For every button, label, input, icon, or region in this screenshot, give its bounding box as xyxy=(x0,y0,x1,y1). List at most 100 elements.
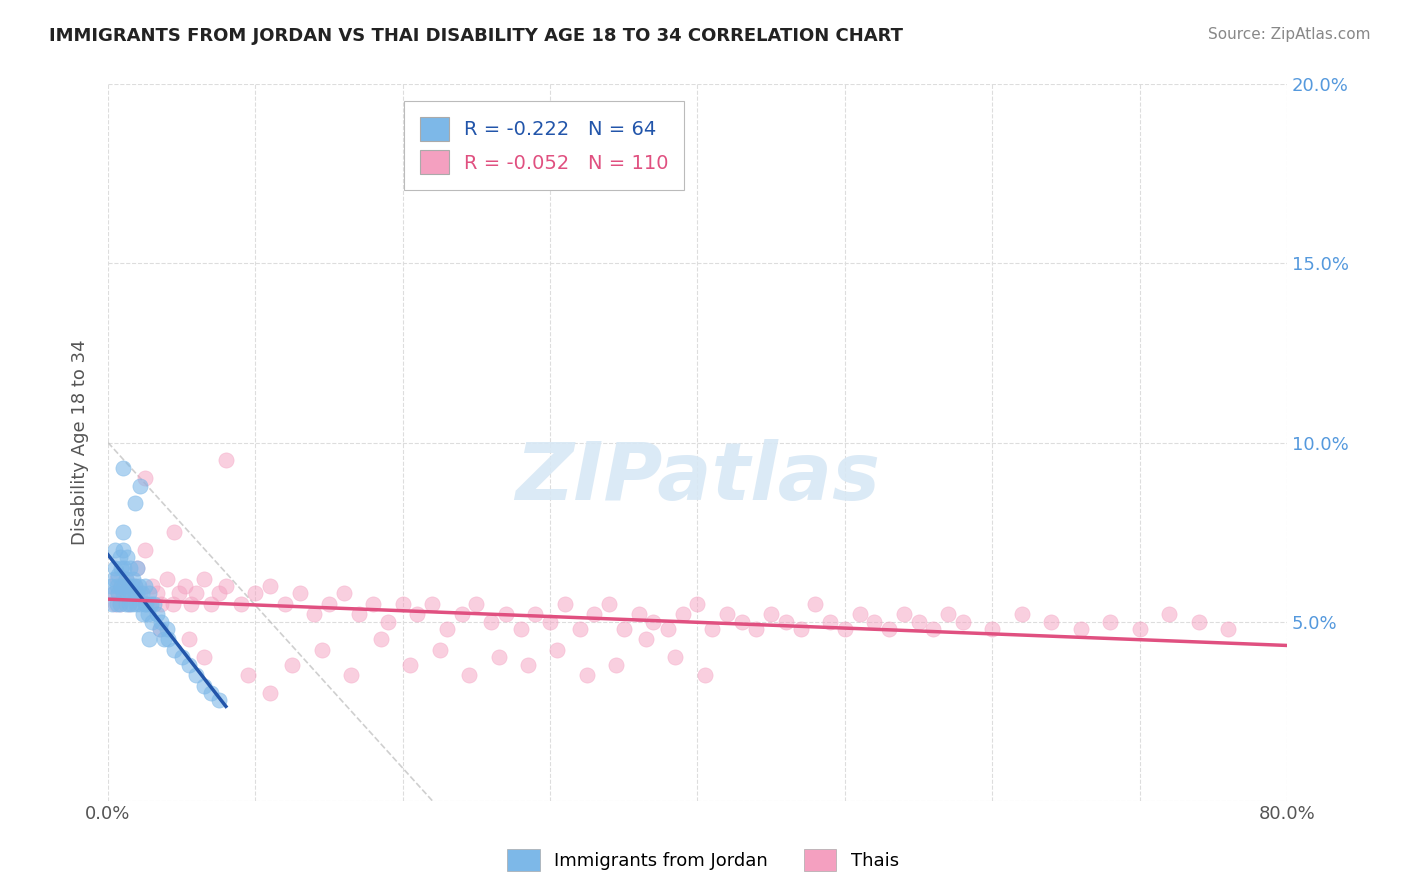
Point xyxy=(122,572,145,586)
Point xyxy=(111,586,134,600)
Point xyxy=(112,579,135,593)
Point xyxy=(546,643,568,657)
Point xyxy=(686,597,709,611)
Point xyxy=(627,607,650,622)
Text: ZIPatlas: ZIPatlas xyxy=(515,440,880,517)
Point xyxy=(1216,622,1239,636)
Point xyxy=(124,586,146,600)
Point xyxy=(347,607,370,622)
Point xyxy=(107,568,129,582)
Point xyxy=(121,586,143,600)
Point xyxy=(134,597,156,611)
Point xyxy=(186,668,208,682)
Point xyxy=(517,657,540,672)
Point xyxy=(259,579,281,593)
Point xyxy=(922,622,945,636)
Point xyxy=(163,524,186,539)
Point xyxy=(450,607,472,622)
Point xyxy=(1157,607,1180,622)
Point xyxy=(120,561,142,575)
Point xyxy=(180,597,202,611)
Point xyxy=(605,657,627,672)
Point xyxy=(613,622,636,636)
Point xyxy=(538,615,561,629)
Point xyxy=(177,657,200,672)
Y-axis label: Disability Age 18 to 34: Disability Age 18 to 34 xyxy=(72,340,89,545)
Text: Source: ZipAtlas.com: Source: ZipAtlas.com xyxy=(1208,27,1371,42)
Point xyxy=(274,597,297,611)
Point xyxy=(377,615,399,629)
Point xyxy=(138,586,160,600)
Point xyxy=(136,607,159,622)
Point xyxy=(952,615,974,629)
Point xyxy=(170,650,193,665)
Point xyxy=(121,579,143,593)
Point xyxy=(111,543,134,558)
Point xyxy=(406,607,429,622)
Point xyxy=(157,632,180,647)
Point xyxy=(236,668,259,682)
Point xyxy=(186,586,208,600)
Point xyxy=(465,597,488,611)
Point xyxy=(759,607,782,622)
Point xyxy=(150,615,173,629)
Point xyxy=(114,572,136,586)
Point xyxy=(108,597,131,611)
Point xyxy=(488,650,510,665)
Point xyxy=(114,572,136,586)
Point xyxy=(509,622,531,636)
Point xyxy=(111,460,134,475)
Point xyxy=(420,597,443,611)
Point xyxy=(193,679,215,693)
Point xyxy=(121,597,143,611)
Point xyxy=(111,524,134,539)
Point xyxy=(834,622,856,636)
Point xyxy=(148,622,170,636)
Point xyxy=(167,586,190,600)
Point xyxy=(245,586,267,600)
Point xyxy=(200,686,222,700)
Point xyxy=(1187,615,1209,629)
Point xyxy=(134,471,156,485)
Point xyxy=(259,686,281,700)
Point xyxy=(138,632,160,647)
Point xyxy=(575,668,598,682)
Point xyxy=(304,607,326,622)
Point xyxy=(117,597,139,611)
Point xyxy=(135,597,157,611)
Point xyxy=(1040,615,1063,629)
Point xyxy=(127,561,149,575)
Point xyxy=(215,453,238,467)
Point xyxy=(361,597,384,611)
Point xyxy=(124,496,146,510)
Point xyxy=(458,668,481,682)
Point xyxy=(391,597,413,611)
Point xyxy=(103,586,125,600)
Point xyxy=(1070,622,1092,636)
Point xyxy=(193,650,215,665)
Point xyxy=(340,668,363,682)
Point xyxy=(142,597,165,611)
Point xyxy=(110,561,132,575)
Point xyxy=(124,579,146,593)
Point xyxy=(693,668,716,682)
Point xyxy=(139,597,162,611)
Point xyxy=(129,478,152,492)
Point xyxy=(131,586,153,600)
Point xyxy=(554,597,576,611)
Point xyxy=(775,615,797,629)
Point xyxy=(101,597,124,611)
Point xyxy=(893,607,915,622)
Point xyxy=(399,657,422,672)
Point xyxy=(907,615,929,629)
Point xyxy=(215,579,238,593)
Point xyxy=(1011,607,1033,622)
Point xyxy=(745,622,768,636)
Point xyxy=(114,597,136,611)
Point xyxy=(370,632,392,647)
Point xyxy=(110,579,132,593)
Point xyxy=(162,597,184,611)
Point xyxy=(145,586,167,600)
Point xyxy=(163,643,186,657)
Point xyxy=(207,693,229,707)
